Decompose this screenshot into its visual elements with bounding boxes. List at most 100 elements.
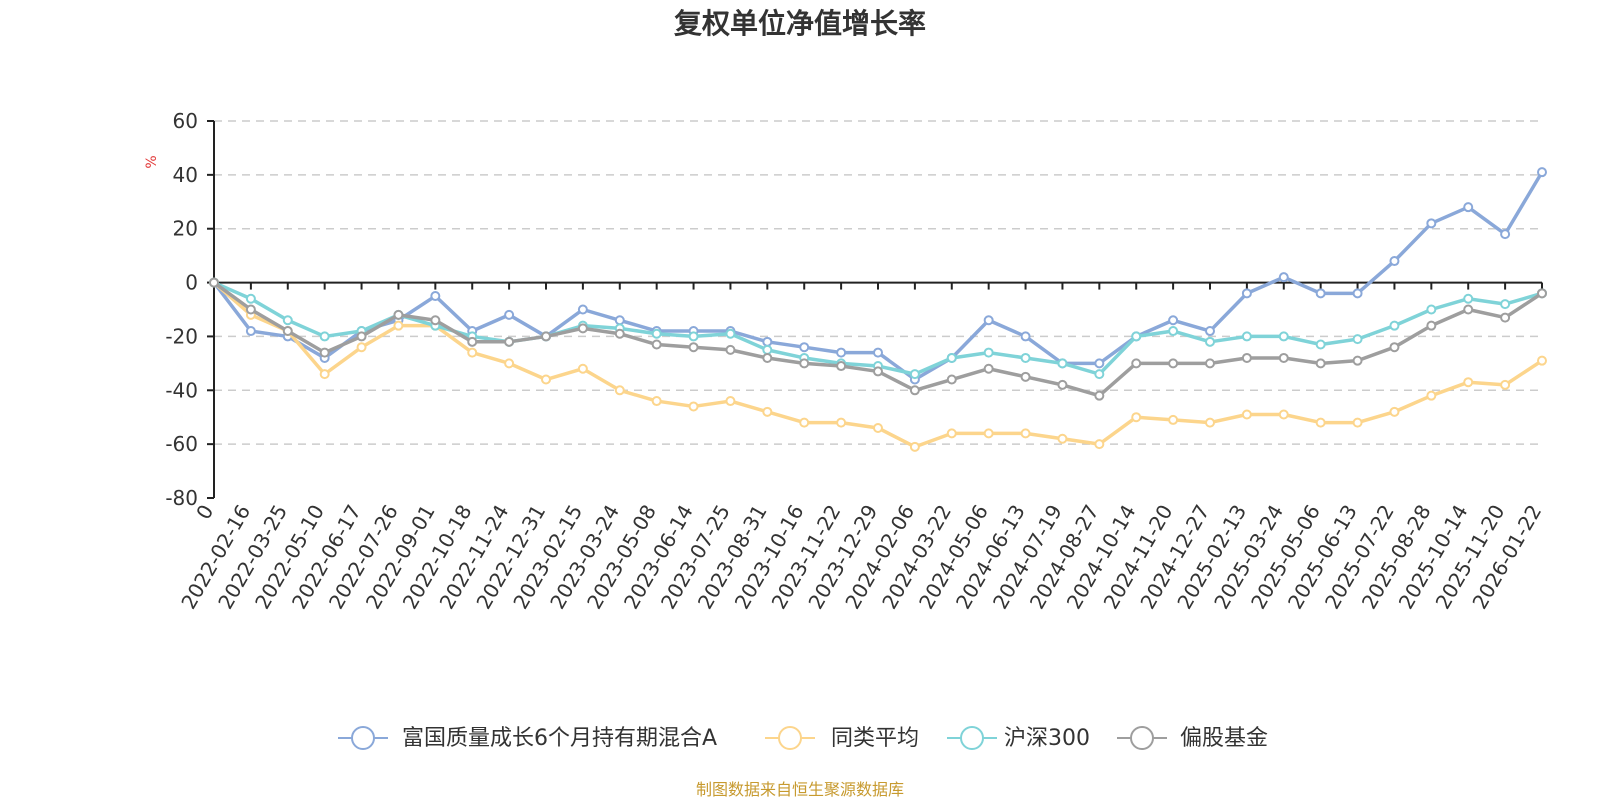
series-point [1020, 352, 1031, 363]
legend-circle-icon [1130, 726, 1154, 750]
series-point [1278, 352, 1289, 363]
series-point [1315, 358, 1326, 369]
series-point [467, 336, 478, 347]
y-tick-label: 60 [173, 109, 198, 133]
series-point [725, 396, 736, 407]
series-point [1241, 352, 1252, 363]
series-point [1205, 358, 1215, 369]
series-point [688, 331, 699, 342]
series-point [762, 336, 773, 347]
series-point [725, 328, 736, 339]
series-point [245, 326, 256, 337]
series-point [430, 315, 441, 326]
series-point [1352, 417, 1363, 428]
series-point [504, 358, 515, 369]
series-point [1500, 312, 1511, 323]
series-point [1463, 293, 1474, 304]
series-point [1278, 272, 1289, 283]
series-point [245, 304, 256, 315]
legend-circle-icon [778, 726, 802, 750]
series-point [836, 361, 847, 372]
series-point [1500, 379, 1511, 390]
series-point [245, 293, 256, 304]
series-point [1500, 299, 1511, 310]
series-point [1537, 355, 1547, 366]
legend-circle-icon [960, 726, 984, 750]
series-point [946, 374, 957, 385]
series-point [651, 396, 662, 407]
series-point [356, 331, 367, 342]
series-point [651, 328, 662, 339]
grid-lines [214, 120, 1542, 445]
series-point [393, 309, 404, 320]
series-point [467, 347, 478, 358]
series-point [577, 323, 588, 334]
series-point [762, 344, 773, 355]
series-point [1352, 334, 1363, 345]
series-point [688, 342, 699, 353]
series-point [1426, 218, 1437, 229]
series-point [983, 347, 994, 358]
series-point [1389, 342, 1400, 353]
series-point [614, 315, 625, 326]
series-point [1168, 414, 1179, 425]
legend: 富国质量成长6个月持有期混合A 同类平均 沪深300 偏股基金 [338, 726, 1268, 751]
series-point [1426, 304, 1437, 315]
y-axis-unit-label: % [144, 155, 160, 168]
series-point [1131, 412, 1142, 423]
legend-label: 富国质量成长6个月持有期混合A [402, 726, 717, 751]
series-point [614, 328, 625, 339]
series-point [1205, 336, 1215, 347]
series-point [1426, 390, 1437, 401]
legend-item: 偏股基金 [1117, 726, 1268, 751]
series-point [1463, 304, 1474, 315]
series-point [836, 347, 847, 358]
legend-item: 沪深300 [947, 726, 1090, 751]
series-point [946, 428, 957, 439]
chart-title: 复权单位净值增长率 [674, 7, 926, 40]
series-point [1278, 409, 1289, 420]
series-point [1500, 229, 1511, 240]
series-point [1094, 358, 1105, 369]
series-point [614, 385, 625, 396]
series-point [799, 417, 810, 428]
legend-item: 同类平均 [765, 726, 919, 751]
series-point [1315, 288, 1326, 299]
series-point [319, 369, 330, 380]
series-point [799, 358, 810, 369]
series-point [577, 304, 588, 315]
series-point [282, 315, 293, 326]
series-point [1315, 339, 1326, 350]
legend-label: 偏股基金 [1180, 726, 1268, 751]
y-tick-label: 0 [185, 271, 198, 295]
series-point [983, 363, 994, 374]
series-point [1389, 256, 1400, 267]
series-point [393, 320, 404, 331]
series-point [1537, 167, 1547, 178]
series-point [1020, 371, 1031, 382]
series-point [1094, 369, 1105, 380]
series-point [1537, 288, 1547, 299]
series-point [762, 352, 773, 363]
series-point [1020, 331, 1031, 342]
series-point [1463, 202, 1474, 213]
series-point [873, 347, 883, 358]
series-point [1241, 409, 1252, 420]
legend-label: 同类平均 [831, 726, 919, 751]
series-point [1057, 433, 1068, 444]
series-point [1278, 331, 1289, 342]
series-point [909, 369, 920, 380]
series-point [1352, 355, 1363, 366]
y-tick-label: -60 [165, 432, 198, 456]
series-point [983, 315, 994, 326]
series-point [1205, 417, 1215, 428]
y-tick-label: 40 [173, 163, 198, 187]
y-tick-label: -80 [165, 486, 198, 510]
source-note: 制图数据来自恒生聚源数据库 [696, 780, 904, 799]
series-point [1131, 358, 1142, 369]
series-point [1389, 406, 1400, 417]
legend-circle-icon [351, 726, 375, 750]
series-point [577, 363, 588, 374]
series-point [319, 347, 330, 358]
series-point [725, 344, 736, 355]
